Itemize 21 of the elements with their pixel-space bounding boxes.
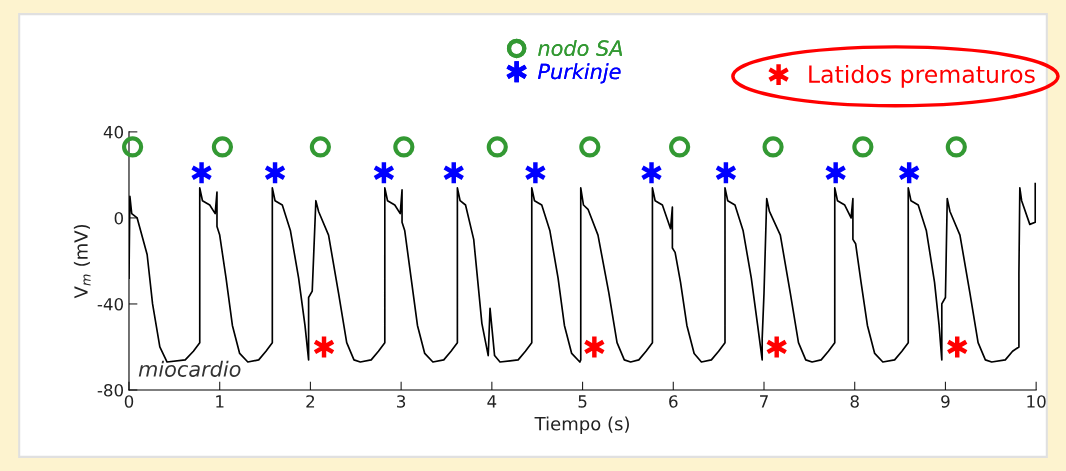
x-tick-label: 2 <box>306 395 315 408</box>
y-tick-label: -80 <box>97 383 124 397</box>
x-tick-label: 10 <box>1027 395 1046 408</box>
y-tick-label: 40 <box>103 125 124 139</box>
x-tick-label: 3 <box>397 395 406 408</box>
y-tick-label: 0 <box>114 211 124 225</box>
legend-label: Purkinje <box>538 63 621 84</box>
x-tick-label: 5 <box>578 395 587 408</box>
x-tick-label: 6 <box>669 395 678 408</box>
legend-label: nodo SA <box>538 39 623 57</box>
x-tick-label: 1 <box>216 395 224 408</box>
series-label: miocardio <box>138 360 241 377</box>
x-axis-title: Tiempo (s) <box>534 416 629 435</box>
x-tick-label: 7 <box>760 395 768 408</box>
x-tick-label: 8 <box>850 395 859 408</box>
x-tick-label: 9 <box>941 395 950 408</box>
x-tick-label: 4 <box>487 395 497 408</box>
y-axis-title: V$_{m}$ (mV) <box>73 224 91 299</box>
x-tick-label: 0 <box>124 395 134 408</box>
y-tick-label: -40 <box>97 297 124 311</box>
legend-label: Latidos prematuros <box>809 64 1035 88</box>
